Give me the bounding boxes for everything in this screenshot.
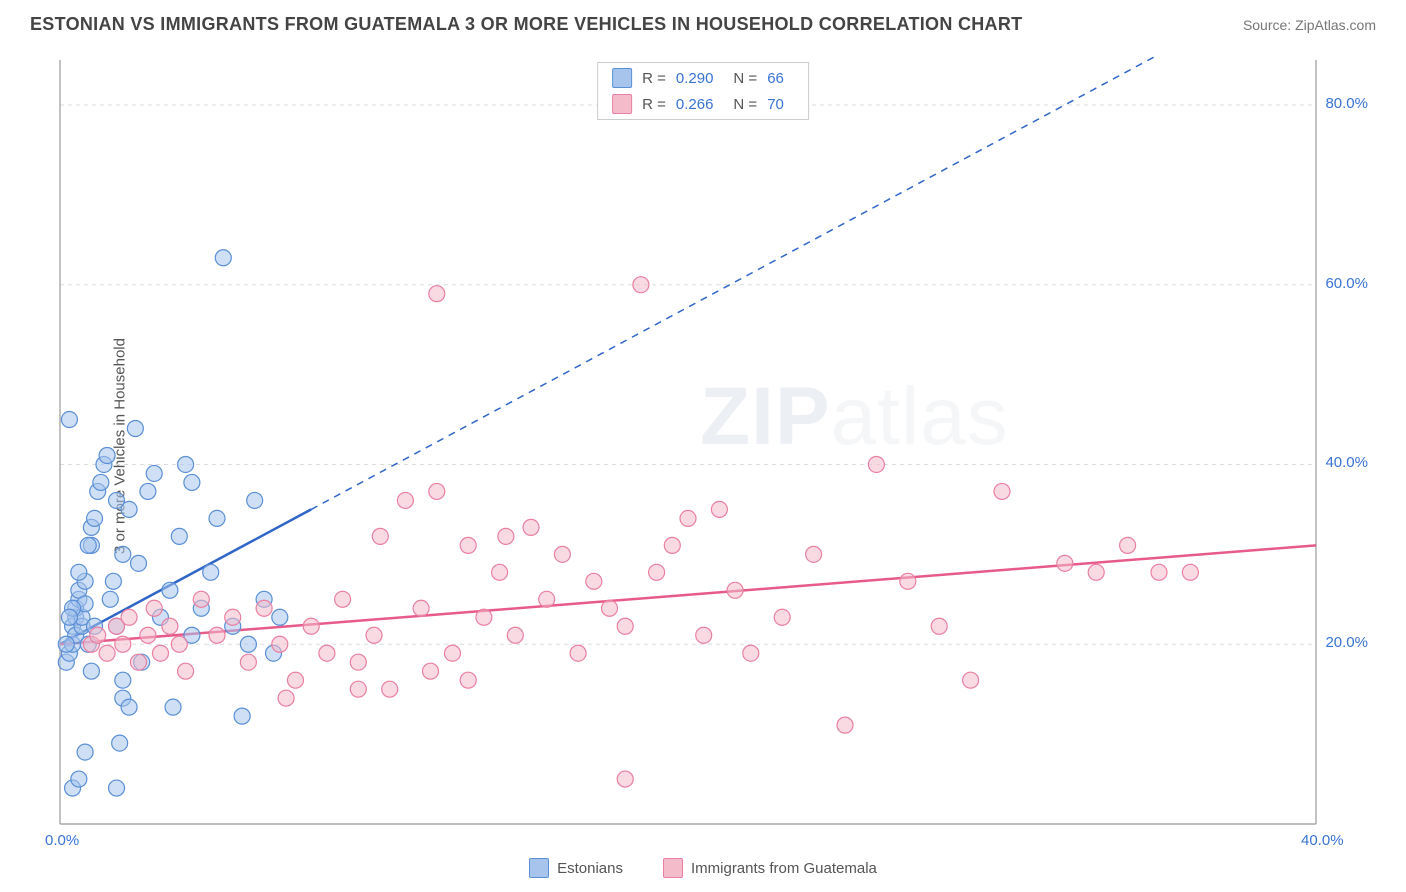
y-tick-label: 60.0% [1325, 275, 1368, 292]
legend-item: Estonians [529, 858, 623, 878]
y-tick-label: 40.0% [1325, 454, 1368, 471]
x-tick-label: 40.0% [1301, 832, 1344, 849]
y-tick-label: 80.0% [1325, 95, 1368, 112]
x-tick-label: 0.0% [45, 832, 79, 849]
y-tick-label: 20.0% [1325, 634, 1368, 651]
source-label: Source: ZipAtlas.com [1243, 17, 1376, 33]
legend-stat-row: R = 0.290N = 66 [598, 65, 808, 91]
chart-header: ESTONIAN VS IMMIGRANTS FROM GUATEMALA 3 … [0, 0, 1406, 45]
chart-title: ESTONIAN VS IMMIGRANTS FROM GUATEMALA 3 … [30, 14, 1022, 35]
legend-item: Immigrants from Guatemala [663, 858, 877, 878]
series-legend: Estonians Immigrants from Guatemala [0, 858, 1406, 878]
correlation-legend: R = 0.290N = 66R = 0.266N = 70 [597, 62, 809, 120]
legend-stat-row: R = 0.266N = 70 [598, 91, 808, 117]
scatter-plot [56, 56, 1376, 832]
chart-area [56, 56, 1376, 832]
